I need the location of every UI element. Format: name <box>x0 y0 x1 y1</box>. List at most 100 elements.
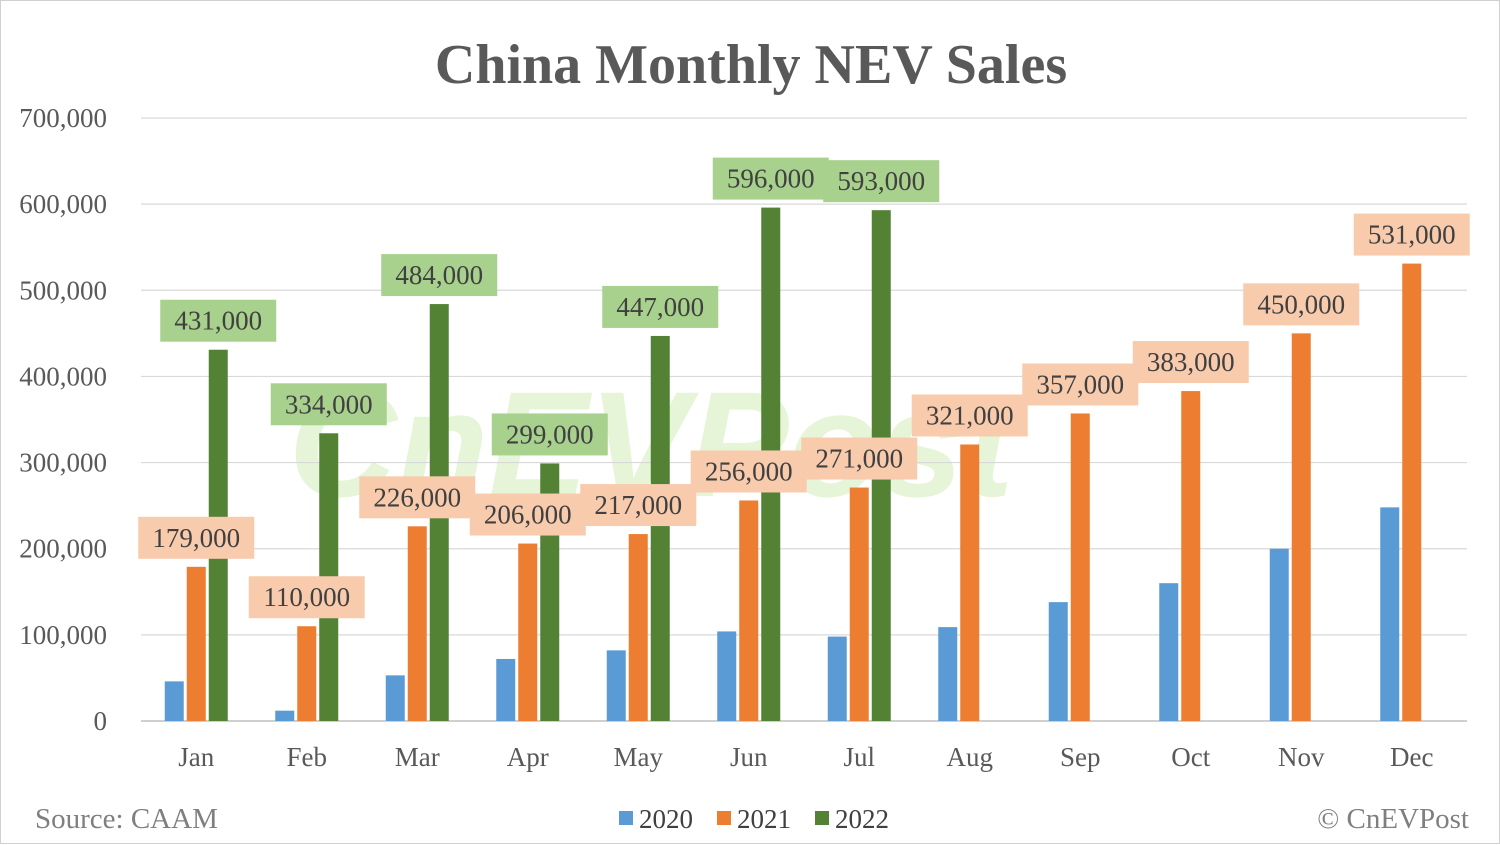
credit-note: © CnEVPost <box>1317 803 1469 835</box>
data-label-box <box>1132 341 1249 384</box>
bar-2022-May <box>650 335 670 721</box>
legend-swatch-2021 <box>717 811 731 825</box>
bar-2021-Apr <box>518 543 538 721</box>
x-tick-label: Jan <box>178 742 214 772</box>
data-label-box <box>1243 283 1360 326</box>
data-label-box <box>712 157 829 200</box>
data-label: 531,000 <box>1368 220 1456 250</box>
bar-2021-Jan <box>186 566 206 721</box>
bars <box>164 207 1422 722</box>
bar-2020-May <box>606 650 626 721</box>
data-label: 357,000 <box>1036 369 1124 399</box>
data-label-box <box>248 576 365 619</box>
data-label: 299,000 <box>506 419 594 449</box>
data-label: 431,000 <box>174 306 262 336</box>
bar-2020-Sep <box>1048 602 1068 721</box>
x-tick-label: Apr <box>507 742 549 772</box>
data-label-box <box>160 299 277 342</box>
data-label: 383,000 <box>1147 347 1235 377</box>
bar-2020-Jan <box>164 681 184 721</box>
x-tick-label: Oct <box>1171 742 1210 772</box>
y-axis-tick-labels: 0 100,000 200,000 300,000 400,000 500,000 600,… <box>19 103 107 736</box>
bar-2020-Mar <box>385 675 405 721</box>
y-tick-label: 700,000 <box>19 103 107 133</box>
source-note: Source: CAAM <box>35 803 218 835</box>
x-tick-label: Aug <box>947 742 994 772</box>
bar-2021-Oct <box>1181 391 1201 721</box>
x-tick-label: Mar <box>395 742 440 772</box>
data-label: 593,000 <box>837 166 925 196</box>
bar-2021-Dec <box>1402 263 1422 721</box>
data-label: 447,000 <box>616 292 704 322</box>
y-tick-label: 100,000 <box>19 620 107 650</box>
bar-2021-Nov <box>1291 333 1311 721</box>
data-label-box <box>491 413 608 456</box>
data-label-box <box>469 493 586 536</box>
bar-2021-Aug <box>960 444 980 721</box>
data-label: 217,000 <box>594 490 682 520</box>
bar-2021-Jul <box>849 487 869 721</box>
data-label: 450,000 <box>1257 289 1345 319</box>
legend-swatch-2022 <box>815 811 829 825</box>
x-tick-label: Jun <box>730 742 768 772</box>
data-label-box <box>1353 213 1470 256</box>
legend: 2020 2021 2022 <box>619 804 889 834</box>
y-tick-label: 500,000 <box>19 275 107 305</box>
data-label-box <box>911 394 1028 437</box>
bar-2020-Jul <box>827 636 847 721</box>
data-label: 334,000 <box>285 389 373 419</box>
data-label: 110,000 <box>263 582 350 612</box>
data-label-box <box>138 516 255 559</box>
data-label: 596,000 <box>727 164 815 194</box>
bar-2020-Apr <box>496 658 516 721</box>
data-label: 321,000 <box>926 400 1014 430</box>
x-tick-label: Dec <box>1390 742 1433 772</box>
legend-label-2020: 2020 <box>639 804 693 834</box>
bar-2020-Oct <box>1159 583 1179 721</box>
bar-2021-Jun <box>739 500 759 721</box>
y-tick-label: 600,000 <box>19 189 107 219</box>
x-tick-label: Nov <box>1278 742 1325 772</box>
x-axis-tick-labels: Jan Feb Mar Apr May Jun Jul Aug Sep Oct Nov Dec <box>178 742 1433 772</box>
bar-2021-Mar <box>407 526 427 721</box>
legend-label-2021: 2021 <box>737 804 791 834</box>
data-label: 484,000 <box>395 260 483 290</box>
data-label-box <box>690 450 807 493</box>
data-label: 256,000 <box>705 456 793 486</box>
x-tick-label: May <box>614 742 664 772</box>
bar-2020-Nov <box>1269 548 1289 721</box>
data-label-box <box>1022 363 1139 406</box>
data-label-box <box>580 484 697 527</box>
bar-2020-Feb <box>275 710 295 721</box>
y-tick-label: 200,000 <box>19 534 107 564</box>
bar-2020-Jun <box>717 631 737 721</box>
data-label-box <box>381 254 498 297</box>
bar-2021-Feb <box>297 626 317 721</box>
bar-2021-May <box>628 534 648 721</box>
bar-2020-Aug <box>938 627 958 721</box>
data-label-box <box>801 437 918 480</box>
y-tick-label: 0 <box>94 706 108 736</box>
data-label: 179,000 <box>152 523 240 553</box>
y-tick-label: 400,000 <box>19 361 107 391</box>
x-tick-label: Jul <box>843 742 875 772</box>
gridlines <box>141 117 1467 722</box>
legend-swatch-2020 <box>619 811 633 825</box>
y-tick-label: 300,000 <box>19 448 107 478</box>
legend-label-2022: 2022 <box>835 804 889 834</box>
data-labels: 179,000 110,000 226,000 206,000 217,000 256,0… <box>138 157 1470 619</box>
x-tick-label: Feb <box>287 742 328 772</box>
data-label: 206,000 <box>484 500 572 530</box>
data-label-box <box>270 383 387 426</box>
data-label-box <box>823 160 940 203</box>
bar-2021-Sep <box>1070 413 1090 721</box>
bar-2020-Dec <box>1380 507 1400 721</box>
data-label: 271,000 <box>815 444 903 474</box>
data-label-box <box>602 285 719 328</box>
x-tick-label: Sep <box>1060 742 1101 772</box>
data-label-box <box>359 476 476 519</box>
data-label: 226,000 <box>373 482 461 512</box>
chart-title: China Monthly NEV Sales <box>435 34 1067 96</box>
